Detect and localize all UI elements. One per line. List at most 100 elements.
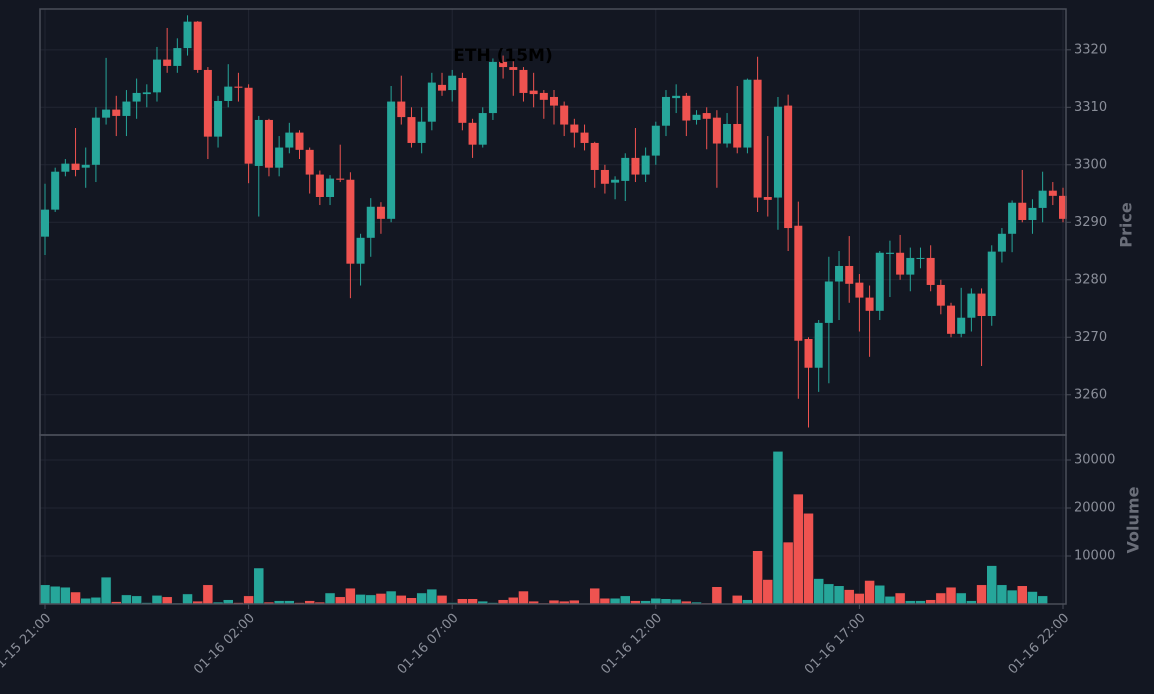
y-tick-label: 3310 xyxy=(1074,100,1107,115)
volume-bar xyxy=(731,595,743,605)
volume-bar xyxy=(406,597,417,605)
candle-body xyxy=(234,86,243,88)
candle-body xyxy=(376,206,385,219)
volume-bar xyxy=(976,584,987,605)
candle-body xyxy=(661,96,670,126)
candle-body xyxy=(336,178,345,180)
volume-bar xyxy=(467,598,478,605)
candle-body xyxy=(326,178,335,197)
candle-body xyxy=(529,90,538,95)
volume-bar xyxy=(60,586,71,605)
candle-body xyxy=(417,121,426,143)
volume-bar xyxy=(396,595,407,605)
y-tick-label: 3260 xyxy=(1074,387,1107,402)
candle-body xyxy=(102,109,111,118)
candle-body xyxy=(672,95,681,99)
volume-bar xyxy=(986,565,997,605)
candle-body xyxy=(824,281,833,323)
candle-body xyxy=(407,117,416,143)
candle-body xyxy=(51,171,60,210)
volume-bar xyxy=(161,596,173,605)
candle-body xyxy=(1028,207,1037,220)
volume-bar xyxy=(833,585,845,605)
candle-body xyxy=(875,252,884,311)
candle-body xyxy=(264,119,273,168)
candle-body xyxy=(112,109,121,116)
volume-bar xyxy=(854,593,865,605)
candle-body xyxy=(438,84,447,91)
candle-body xyxy=(81,164,90,168)
candle-body xyxy=(550,96,558,106)
chart-title: ETH (15M) xyxy=(453,46,552,66)
volume-bar xyxy=(752,550,763,605)
candle-body xyxy=(723,123,732,144)
volume-panel-frame xyxy=(39,434,1067,605)
y-tick-label: 3300 xyxy=(1074,157,1107,172)
volume-bar xyxy=(945,586,957,605)
volume-bar xyxy=(457,598,468,605)
volume-bar xyxy=(334,596,346,605)
candle-body xyxy=(295,132,304,150)
candle-body xyxy=(173,48,182,66)
volume-bar xyxy=(416,592,427,605)
candle-body xyxy=(193,21,202,70)
candle-body xyxy=(997,233,1006,252)
volume-bar xyxy=(782,541,794,605)
volume-bar xyxy=(620,595,631,605)
candle-body xyxy=(488,61,497,114)
candle-body xyxy=(285,132,294,148)
candle-body xyxy=(865,297,874,311)
candle-body xyxy=(916,257,925,259)
candle-body xyxy=(611,179,620,183)
candle-body xyxy=(896,252,905,275)
candle-body xyxy=(356,237,365,264)
candle-body xyxy=(804,338,813,368)
volume-bar xyxy=(253,567,265,605)
candle-body xyxy=(712,117,721,144)
candle-body xyxy=(275,147,284,168)
candle-body xyxy=(1008,202,1017,234)
y-tick-label: 3280 xyxy=(1074,272,1107,287)
volume-bar xyxy=(49,585,61,605)
volume-bar xyxy=(762,579,774,605)
candle-body xyxy=(132,92,141,102)
volume-bar xyxy=(823,583,835,605)
volume-bar xyxy=(151,595,163,605)
volume-bar xyxy=(345,587,356,605)
candle-body xyxy=(366,206,375,238)
volume-bar xyxy=(100,576,112,605)
volume-bar xyxy=(1037,595,1048,605)
volume-bar xyxy=(39,584,51,605)
candle-body xyxy=(142,92,151,95)
volume-bar xyxy=(660,598,672,605)
candle-body xyxy=(224,86,233,101)
volume-bar xyxy=(935,592,947,605)
candle-body xyxy=(570,124,579,133)
volume-bar xyxy=(874,585,886,605)
candle-body xyxy=(244,87,253,164)
candle-body xyxy=(91,117,100,165)
candle-body xyxy=(163,59,172,66)
volume-bar xyxy=(202,584,214,605)
candle-body xyxy=(448,75,457,91)
volume-bar xyxy=(803,513,814,605)
candle-body xyxy=(977,293,986,316)
candle-body xyxy=(733,123,742,148)
volume-bar xyxy=(1027,591,1038,605)
candle-body xyxy=(1018,202,1027,220)
candle-body xyxy=(305,149,314,175)
volume-bar xyxy=(609,597,621,605)
candle-body xyxy=(427,82,436,122)
volume-bar xyxy=(436,595,448,605)
volume-bar xyxy=(375,593,387,605)
candle-body xyxy=(784,105,793,229)
candle-body xyxy=(41,209,49,237)
volume-bar xyxy=(131,595,142,605)
volume-bar xyxy=(365,594,377,605)
volume-tick-label: 30000 xyxy=(1074,453,1115,468)
y-tick-label: 3270 xyxy=(1074,330,1107,345)
volume-bar xyxy=(518,590,529,605)
candle-body xyxy=(987,251,996,316)
volume-bar xyxy=(80,597,91,605)
volume-bar xyxy=(243,595,254,605)
